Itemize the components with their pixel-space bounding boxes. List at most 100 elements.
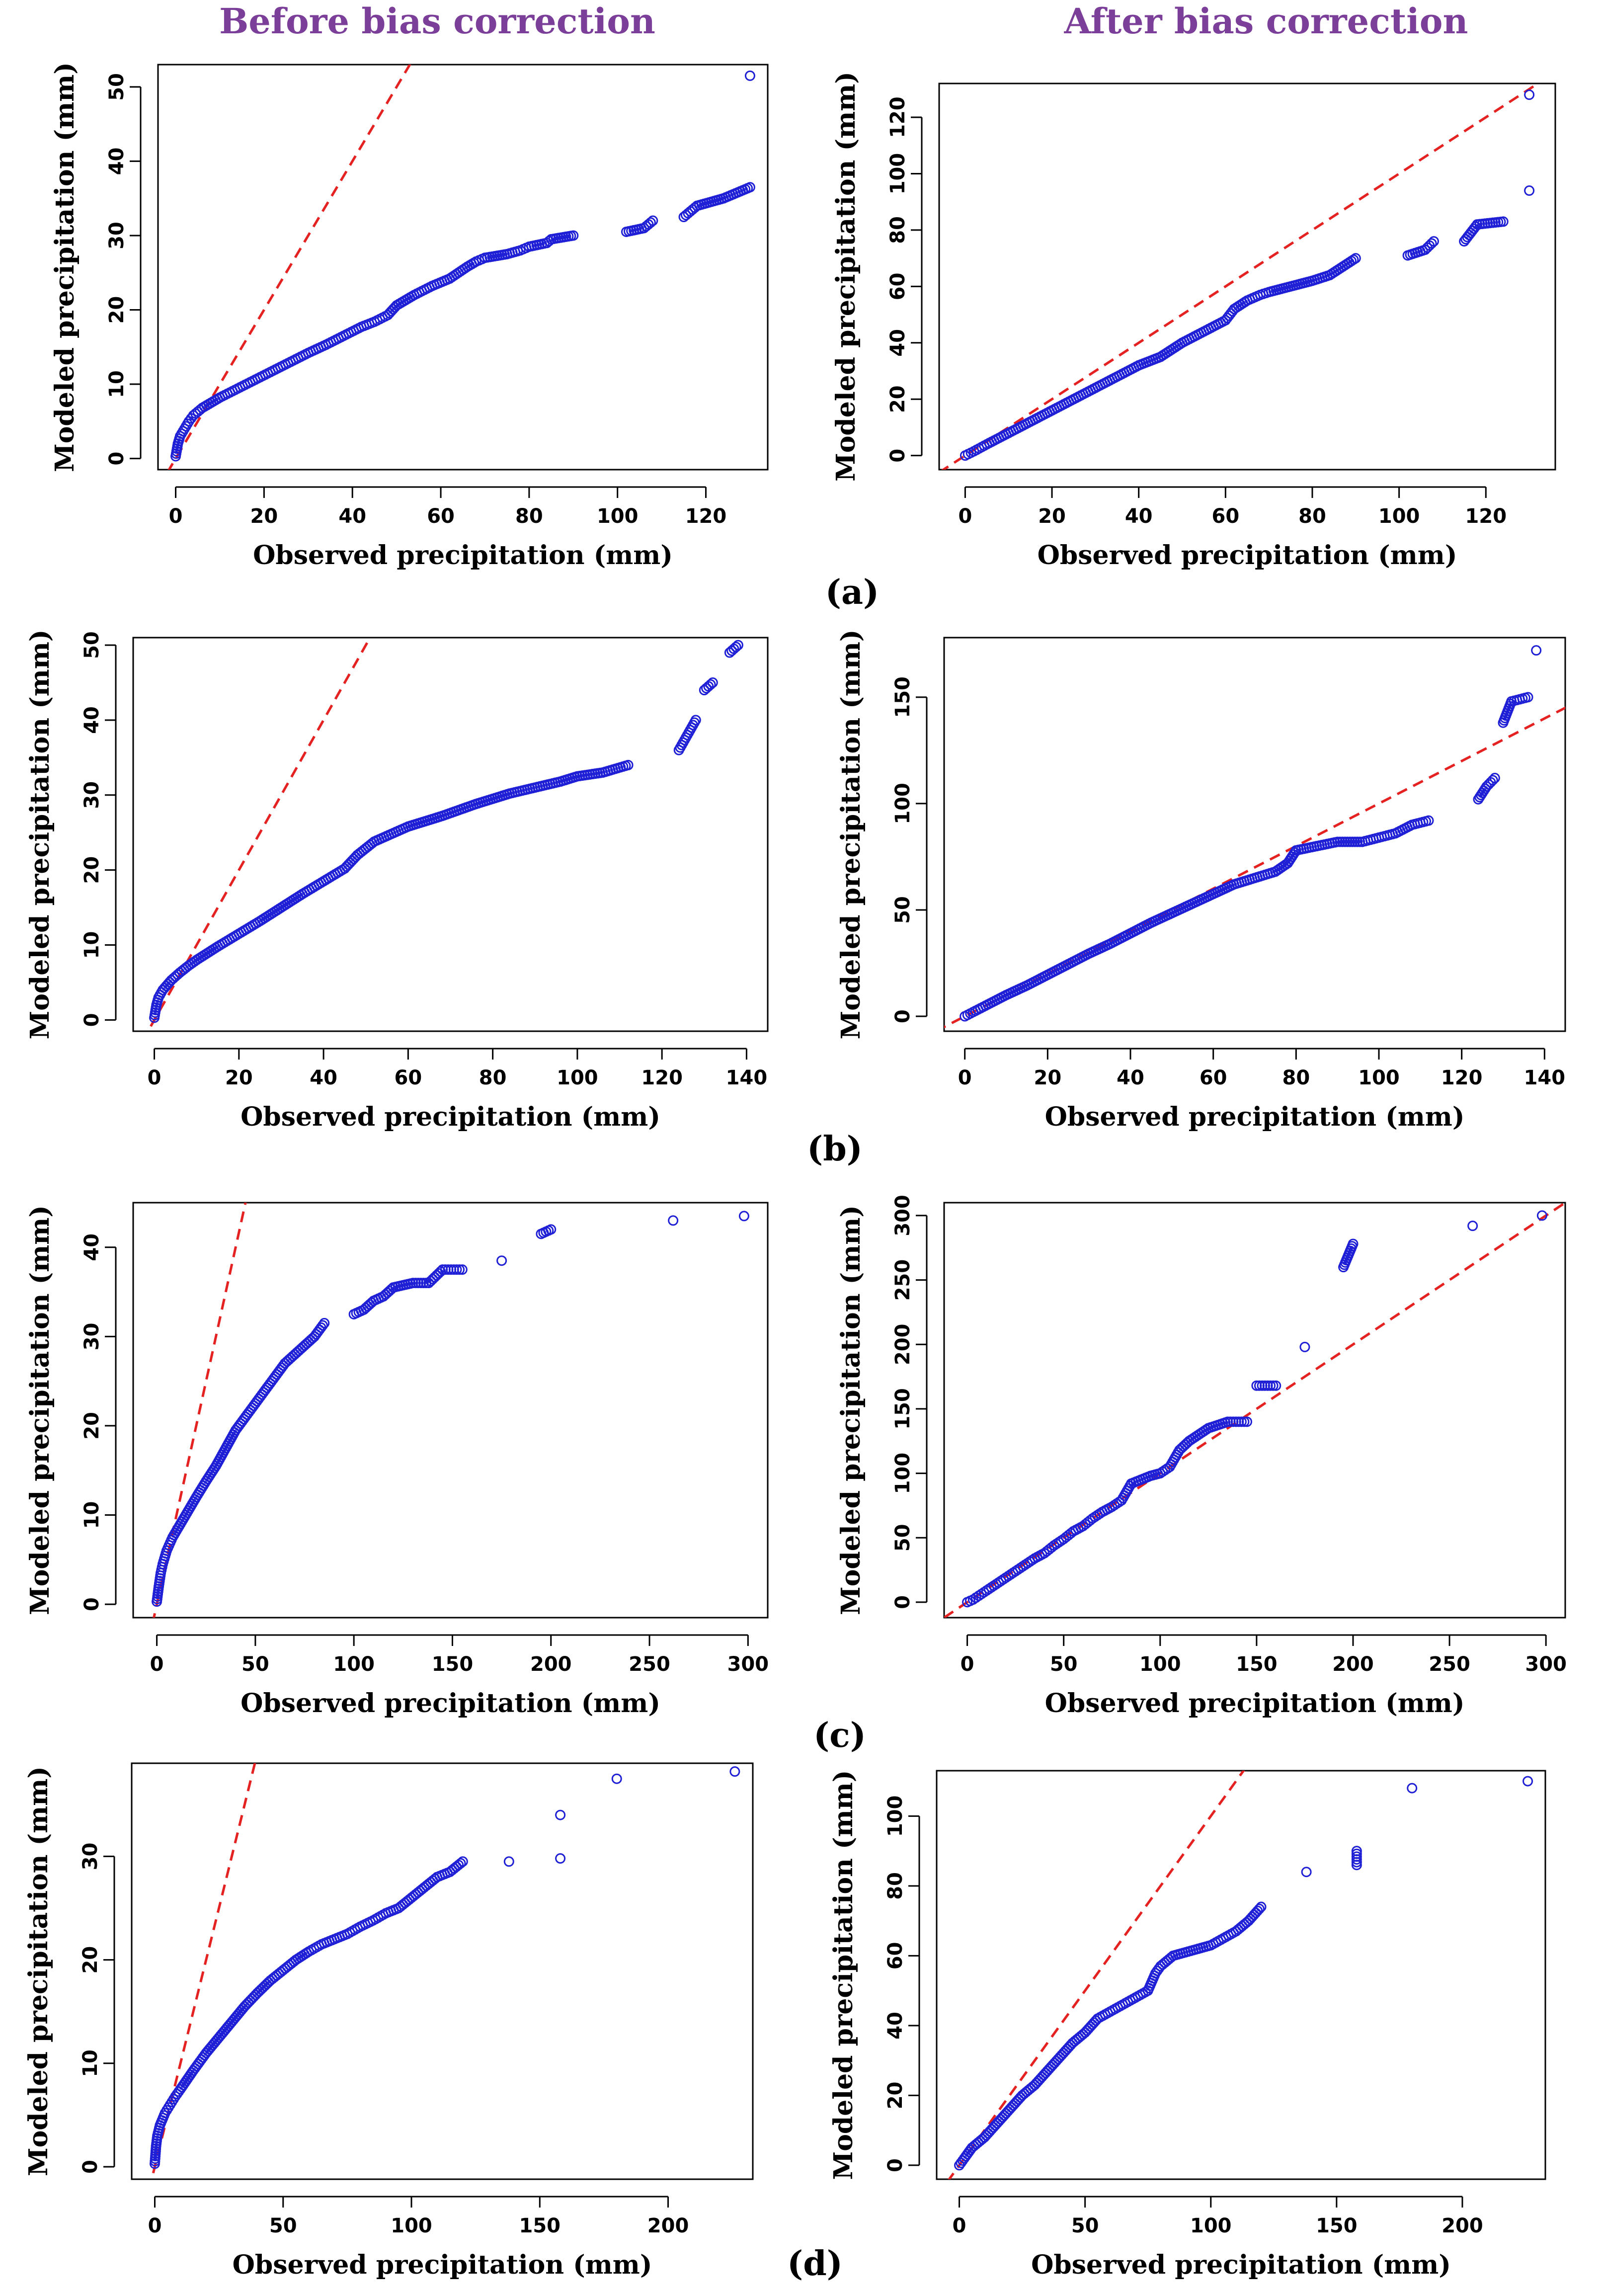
data-point: [1178, 1948, 1189, 1959]
points-group: [170, 70, 755, 462]
data-point: [1063, 2042, 1074, 2052]
data-point: [1407, 1783, 1418, 1794]
x-axis-title: Observed precipitation (mm): [1038, 540, 1457, 571]
data-point: [468, 800, 479, 811]
data-point: [1025, 2083, 1036, 2094]
data-point: [295, 1343, 306, 1354]
data-point: [152, 2133, 162, 2144]
plot-frame: [943, 1202, 1566, 1619]
y-tick-label: 300: [891, 1195, 914, 1236]
x-tick-label: 100: [333, 1653, 375, 1676]
x-tick-label: 0: [148, 2214, 162, 2237]
qq-plot-c-after: 0 50 100 150 200 250 300 0 50 100 150 200 250 300 Obse…: [836, 1195, 1567, 1719]
x-tick-label: 100: [1139, 1653, 1181, 1676]
reference-line-1to1: [944, 706, 1565, 1029]
data-point: [1351, 1854, 1362, 1865]
x-tick-label: 40: [1125, 505, 1153, 528]
x-tick-label: 300: [727, 1653, 769, 1676]
data-point: [1233, 1416, 1244, 1427]
data-point: [963, 2146, 974, 2157]
x-tick-label: 150: [519, 2214, 561, 2237]
data-point: [1524, 89, 1535, 100]
y-tick-label: 20: [105, 296, 128, 324]
y-axis-title: Modeled precipitation (mm): [25, 630, 55, 1040]
data-point: [689, 717, 700, 728]
x-tick-label: 40: [310, 1066, 337, 1089]
x-tick-label: 50: [241, 1653, 269, 1676]
data-point: [569, 772, 580, 783]
y-tick-label: 0: [79, 2160, 102, 2174]
y-tick-label: 30: [80, 1323, 103, 1351]
data-point: [1239, 1416, 1250, 1427]
data-point: [1152, 1966, 1163, 1976]
x-tick-label: 200: [530, 1653, 572, 1676]
data-point: [1220, 1417, 1231, 1428]
data-point: [276, 1362, 287, 1373]
data-point: [455, 1858, 466, 1869]
x-tick-label: 50: [1050, 1653, 1078, 1676]
data-point: [317, 1320, 328, 1331]
data-point: [1304, 276, 1315, 287]
data-point: [1051, 2055, 1062, 2066]
data-point: [261, 1978, 272, 1989]
data-point: [1487, 775, 1498, 786]
data-point: [1301, 1867, 1312, 1878]
data-point: [565, 231, 576, 242]
x-tick-label: 0: [148, 1066, 161, 1089]
data-point: [448, 1264, 459, 1275]
x-tick-label: 150: [1236, 1653, 1278, 1676]
data-point: [1082, 1517, 1093, 1528]
y-tick-label: 10: [80, 931, 103, 959]
y-axis-title: Modeled precipitation (mm): [836, 1205, 866, 1615]
data-point: [503, 1856, 514, 1867]
y-tick-label: 40: [80, 1233, 103, 1261]
x-tick-label: 100: [391, 2214, 432, 2237]
y-tick-label: 60: [884, 1942, 907, 1970]
data-point: [434, 812, 445, 822]
data-point: [703, 681, 714, 692]
qq-plot-a-before: 0 20 40 60 80 100 120 0 10 20 30 40 50 Observed preci…: [50, 62, 769, 571]
y-axis-title: Modeled precipitation (mm): [23, 1766, 54, 2176]
x-tick-label: 120: [1441, 1066, 1483, 1089]
y-tick-label: 0: [80, 1013, 103, 1027]
data-point: [1001, 2108, 1012, 2119]
x-tick-label: 250: [1429, 1653, 1470, 1676]
x-tick-label: 20: [1034, 1066, 1061, 1089]
y-tick-label: 20: [80, 1412, 103, 1440]
data-point: [595, 767, 606, 778]
points-group: [149, 1766, 740, 2169]
data-point: [170, 971, 181, 982]
data-point: [965, 447, 976, 458]
data-point: [738, 1211, 749, 1222]
data-point: [742, 183, 753, 194]
x-tick-label: 100: [1378, 505, 1420, 528]
x-tick-label: 80: [1298, 505, 1326, 528]
y-tick-label: 50: [891, 1524, 914, 1552]
y-tick-label: 100: [891, 1453, 914, 1494]
x-tick-label: 120: [685, 505, 727, 528]
x-tick-label: 20: [225, 1066, 253, 1089]
x-tick-label: 50: [1071, 2214, 1099, 2237]
y-tick-label: 80: [884, 1872, 907, 1900]
data-point: [1424, 240, 1435, 251]
y-tick-label: 0: [891, 1009, 914, 1023]
x-tick-label: 150: [432, 1653, 474, 1676]
plot-frame: [157, 64, 769, 471]
header-before: Before bias correction: [219, 0, 655, 42]
data-point: [611, 1773, 622, 1784]
panel-label-c: (c): [813, 1716, 866, 1755]
data-point: [316, 1322, 326, 1333]
data-point: [1252, 1905, 1263, 1916]
data-point: [1299, 1341, 1310, 1352]
data-point: [1426, 238, 1437, 249]
x-tick-label: 60: [1200, 1066, 1227, 1089]
data-point: [1239, 1919, 1250, 1930]
data-point: [172, 441, 183, 452]
x-axis-title: Observed precipitation (mm): [233, 2250, 652, 2280]
panel-label-b: (b): [807, 1129, 863, 1169]
x-tick-label: 200: [1332, 1653, 1374, 1676]
data-point: [730, 642, 741, 653]
data-point: [553, 777, 563, 788]
y-tick-label: 50: [80, 631, 103, 659]
header-after: After bias correction: [1064, 0, 1468, 42]
